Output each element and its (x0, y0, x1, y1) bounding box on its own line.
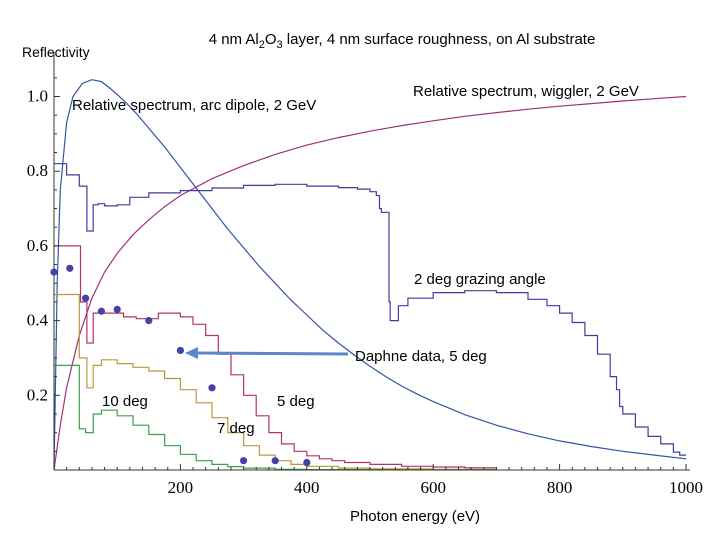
daphne-data-point (208, 384, 216, 392)
y-axis-label: Reflectivity (22, 44, 90, 60)
series-line-deg10 (54, 364, 497, 471)
daphne-arrow-shaft (195, 351, 349, 356)
x-tick-label: 200 (168, 478, 194, 497)
daphne-data-point (66, 264, 74, 272)
chart-title-part: layer, 4 nm surface roughness, on Al sub… (283, 31, 596, 48)
daphne-data-point (176, 346, 184, 355)
x-tick-label: 1000 (669, 478, 703, 497)
daphne-data-point (303, 458, 311, 467)
x-tick-label: 800 (547, 478, 573, 497)
annotation-5deg: 5 deg (277, 393, 315, 410)
daphne-data-point (97, 307, 105, 315)
chart-title-part: 4 nm Al (209, 31, 259, 48)
y-tick-label: 1.0 (27, 87, 48, 106)
daphne-data-point (82, 294, 90, 302)
daphne-arrow-head (185, 347, 198, 359)
daphne-data-point (113, 305, 121, 313)
chart-title-sub: 3 (277, 39, 283, 51)
x-axis-label: Photon energy (eV) (350, 508, 480, 525)
annotation-daphne: Daphne data, 5 deg (355, 348, 487, 365)
series-line-deg7 (54, 293, 497, 470)
series-line-wiggler (53, 95, 687, 471)
y-tick-label: 0.2 (27, 385, 48, 404)
annotation-arc-dipole: Relative spectrum, arc dipole, 2 GeV (72, 97, 316, 114)
daphne-data-point (240, 457, 248, 465)
series-line-dipole (53, 79, 687, 471)
annotation-10deg: 10 deg (102, 393, 148, 410)
chart-title-part: O (265, 31, 277, 48)
y-tick-label: 0.4 (27, 311, 49, 330)
annotation-7deg: 7 deg (217, 420, 255, 437)
y-tick-label: 0.6 (27, 236, 48, 255)
daphne-arrow (185, 347, 349, 359)
x-tick-label: 600 (420, 478, 446, 497)
series-layer (53, 79, 687, 471)
daphne-data-point (271, 457, 279, 465)
chart-title-sub: 2 (259, 39, 265, 51)
scatter-layer (50, 264, 311, 467)
axes-layer: 200 400 600 800 1000 0.2 0.4 0.6 0.8 1.0 (27, 52, 703, 497)
chart-title: 4 nm Al2O3 layer, 4 nm surface roughness… (209, 31, 596, 51)
daphne-data-point (50, 268, 58, 276)
x-tick-label: 400 (294, 478, 320, 497)
annotation-wiggler: Relative spectrum, wiggler, 2 GeV (413, 83, 639, 100)
annotation-2deg: 2 deg grazing angle (414, 271, 546, 288)
daphne-data-point (145, 317, 153, 325)
series-line-deg5 (54, 245, 497, 469)
series-line-grazing2 (54, 163, 686, 456)
y-tick-label: 0.8 (27, 161, 48, 180)
